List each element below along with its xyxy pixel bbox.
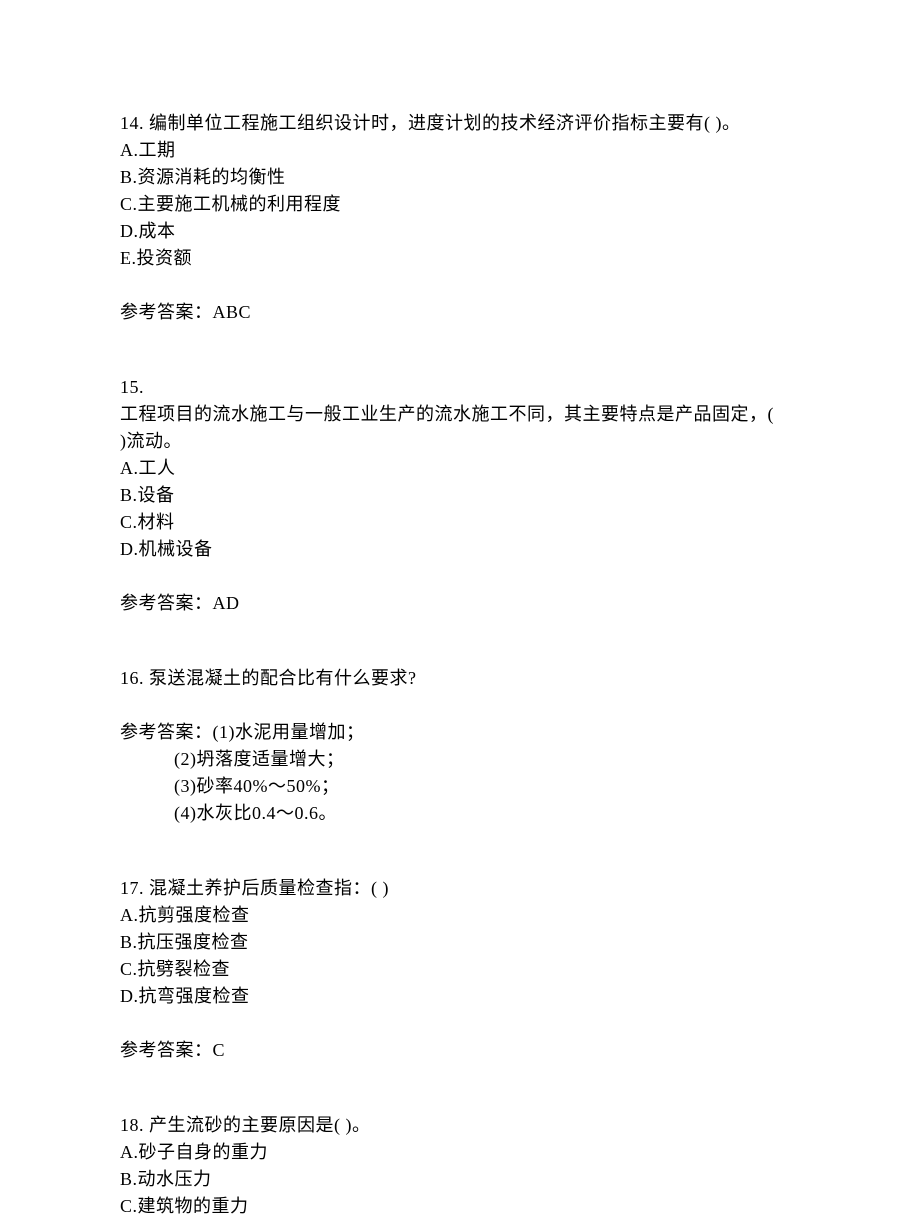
option-b: B.抗压强度检查 [120,929,800,956]
option-a: A.工人 [120,455,800,482]
question-stem-line2: )流动。 [120,428,800,455]
option-c: C.建筑物的重力 [120,1193,800,1220]
answer-line4: (4)水灰比0.4～0.6。 [120,800,800,827]
answer-label: 参考答案：(1)水泥用量增加； [120,719,800,746]
question-number: 17. [120,878,144,898]
option-b: B.设备 [120,482,800,509]
question-number: 16. [120,668,144,688]
question-stem: 混凝土养护后质量检查指：( ) [149,878,389,898]
option-d: D.机械设备 [120,536,800,563]
option-e: E.投资额 [120,245,800,272]
question-18: 18. 产生流砂的主要原因是( )。 A.砂子自身的重力 B.动水压力 C.建筑… [120,1112,800,1220]
question-stem: 编制单位工程施工组织设计时，进度计划的技术经济评价指标主要有( )。 [149,113,741,133]
option-b: B.资源消耗的均衡性 [120,164,800,191]
question-text: 16. 泵送混凝土的配合比有什么要求? [120,665,800,692]
answer-label: 参考答案：ABC [120,299,800,326]
question-15: 15. 工程项目的流水施工与一般工业生产的流水施工不同，其主要特点是产品固定，(… [120,374,800,617]
question-16: 16. 泵送混凝土的配合比有什么要求? 参考答案：(1)水泥用量增加； (2)坍… [120,665,800,827]
answer-line2: (2)坍落度适量增大； [120,746,800,773]
question-number: 14. [120,113,144,133]
option-a: A.抗剪强度检查 [120,902,800,929]
question-number: 15. [120,374,800,401]
question-text: 17. 混凝土养护后质量检查指：( ) [120,875,800,902]
question-14: 14. 编制单位工程施工组织设计时，进度计划的技术经济评价指标主要有( )。 A… [120,110,800,326]
question-text: 14. 编制单位工程施工组织设计时，进度计划的技术经济评价指标主要有( )。 [120,110,800,137]
answer-label: 参考答案：AD [120,590,800,617]
option-c: C.抗劈裂检查 [120,956,800,983]
option-c: C.材料 [120,509,800,536]
question-stem: 产生流砂的主要原因是( )。 [149,1115,371,1135]
question-text: 18. 产生流砂的主要原因是( )。 [120,1112,800,1139]
question-stem: 泵送混凝土的配合比有什么要求? [149,668,417,688]
option-a: A.工期 [120,137,800,164]
option-d: D.抗弯强度检查 [120,983,800,1010]
question-number: 18. [120,1115,144,1135]
option-d: D.成本 [120,218,800,245]
answer-label: 参考答案：C [120,1037,800,1064]
question-stem-line1: 工程项目的流水施工与一般工业生产的流水施工不同，其主要特点是产品固定，( [120,401,800,428]
question-17: 17. 混凝土养护后质量检查指：( ) A.抗剪强度检查 B.抗压强度检查 C.… [120,875,800,1064]
option-b: B.动水压力 [120,1166,800,1193]
answer-line3: (3)砂率40%～50%； [120,773,800,800]
option-a: A.砂子自身的重力 [120,1139,800,1166]
option-c: C.主要施工机械的利用程度 [120,191,800,218]
